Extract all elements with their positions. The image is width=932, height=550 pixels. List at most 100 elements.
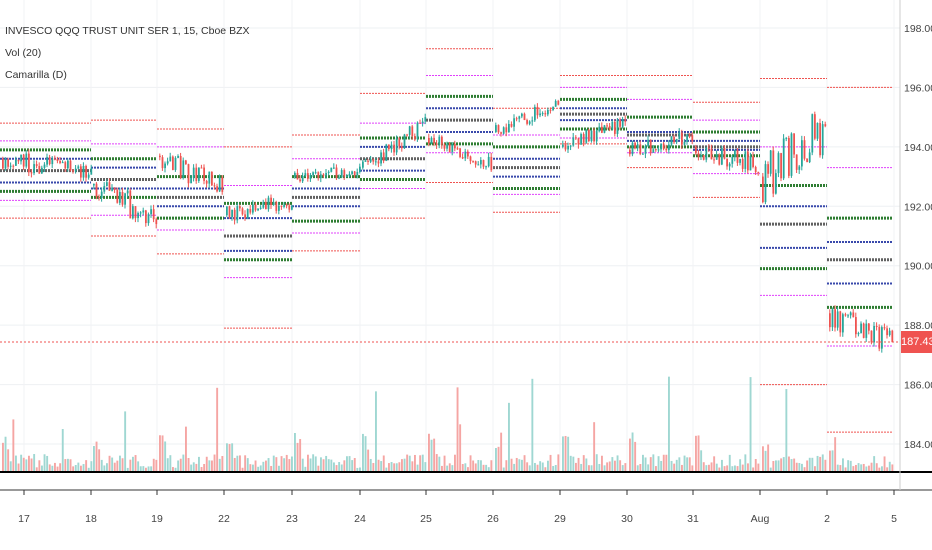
candle-body — [249, 208, 252, 213]
candle-body — [777, 153, 780, 174]
volume-bar — [448, 463, 451, 471]
volume-bar — [325, 455, 328, 471]
volume-bar — [424, 462, 427, 471]
candle-body — [330, 167, 333, 172]
candle-body — [806, 158, 808, 163]
candle-body — [731, 157, 734, 164]
volume-bar — [80, 465, 82, 471]
volume-bar — [35, 467, 38, 471]
candle-body — [169, 156, 172, 162]
volume-bar — [839, 465, 842, 471]
candle-body — [443, 144, 446, 149]
candle-body — [636, 144, 639, 149]
volume-bar — [886, 467, 889, 471]
candle-body — [150, 209, 152, 215]
candle-body — [244, 214, 246, 219]
volume-bar — [777, 460, 780, 471]
volume-bar — [246, 458, 249, 471]
candle-body — [582, 134, 585, 143]
candle-body — [428, 137, 430, 144]
time-tick-label: 18 — [85, 513, 97, 525]
candle-body — [198, 167, 200, 181]
volume-bar — [577, 457, 580, 471]
volume-bar — [285, 454, 288, 471]
volume-bar — [233, 457, 236, 471]
candle-body — [64, 162, 67, 169]
volume-bar — [855, 464, 857, 471]
volume-bar — [518, 459, 521, 471]
volume-bar — [649, 457, 652, 471]
candle-body — [855, 317, 857, 335]
volume-bar — [408, 455, 411, 471]
volume-bar — [785, 389, 788, 471]
candle-body — [554, 100, 557, 107]
candle-body — [454, 144, 456, 149]
volume-bar — [611, 457, 614, 471]
candle-body — [762, 176, 764, 203]
volume-bar — [474, 463, 477, 471]
volume-bar — [702, 462, 705, 471]
volume-bar — [2, 442, 4, 471]
candle-body — [821, 124, 824, 156]
volume-bar — [82, 464, 85, 471]
candle-body — [416, 122, 419, 140]
volume-bar — [416, 464, 419, 471]
volume-bar — [831, 450, 834, 471]
candle-body — [881, 327, 883, 349]
time-tick-label: 26 — [487, 513, 499, 525]
volume-bar — [113, 462, 116, 471]
volume-bar — [262, 461, 265, 471]
candle-body — [15, 159, 17, 166]
volume-bar — [801, 463, 803, 471]
candle-body — [518, 116, 521, 119]
candle-body — [322, 174, 325, 176]
volume-bar — [198, 456, 200, 471]
volume-bar — [93, 446, 95, 471]
candle-body — [629, 149, 631, 155]
candle-body — [359, 166, 361, 173]
candle-body — [252, 204, 254, 213]
volume-bar — [681, 464, 683, 471]
volume-bar — [307, 454, 309, 471]
candle-body — [705, 147, 708, 160]
candle-body — [372, 159, 375, 162]
volume-bars — [2, 376, 894, 471]
candle-body — [364, 160, 367, 162]
candle-body — [320, 174, 322, 179]
volume-bar — [495, 447, 497, 471]
volume-bar — [461, 464, 464, 471]
volume-bar — [72, 466, 75, 471]
candle-body — [132, 206, 134, 219]
candle-body — [411, 126, 414, 137]
volume-bar — [572, 456, 575, 471]
volume-bar — [20, 454, 23, 471]
volume-bar — [309, 458, 312, 471]
candle-body — [145, 210, 147, 224]
volume-bar — [728, 454, 731, 471]
volume-bar — [631, 432, 634, 471]
candle-body — [803, 140, 806, 159]
volume-bar — [208, 460, 211, 471]
candle-body — [642, 153, 644, 155]
volume-bar — [469, 455, 472, 471]
volume-bar — [15, 455, 17, 471]
volume-bar — [172, 467, 174, 471]
volume-bar — [480, 460, 482, 471]
volume-bar — [213, 454, 216, 471]
volume-bar — [647, 464, 650, 471]
candle-body — [469, 156, 472, 162]
candle-body — [43, 164, 46, 168]
candle-body — [28, 153, 30, 173]
candle-body — [534, 106, 536, 121]
candle-body — [351, 171, 353, 174]
volume-bar — [267, 458, 270, 471]
candle-body — [325, 172, 327, 176]
candle-body — [624, 119, 627, 122]
volume-bar — [272, 455, 275, 471]
volume-bar — [446, 465, 449, 471]
volume-bar — [369, 458, 372, 471]
volume-bar — [554, 465, 557, 471]
candle-body — [61, 162, 64, 164]
candle-body — [239, 206, 241, 209]
volume-bar — [278, 465, 280, 471]
